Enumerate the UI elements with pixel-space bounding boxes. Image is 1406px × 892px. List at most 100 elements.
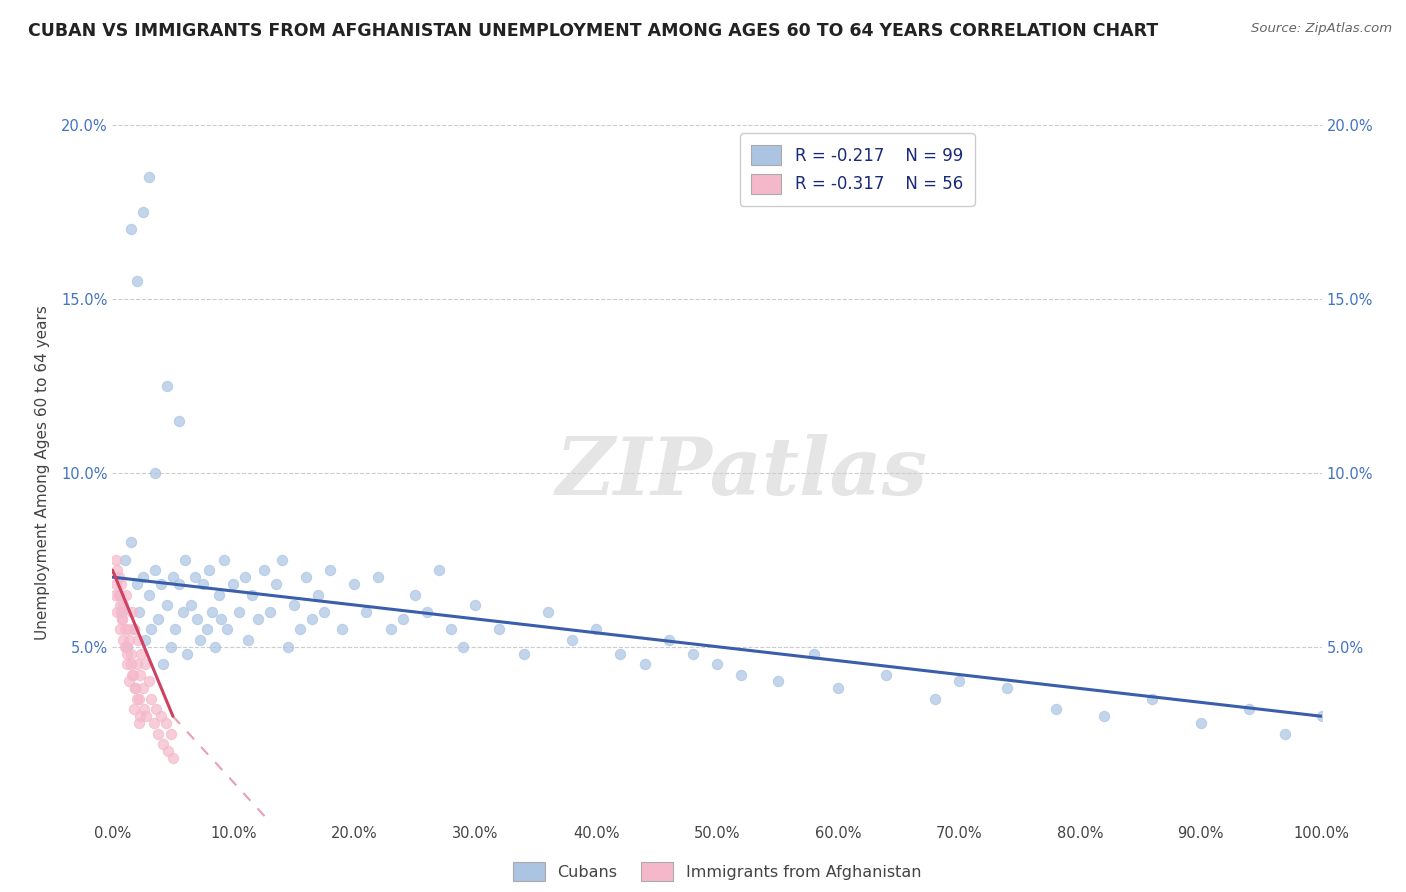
- Point: [208, 587, 231, 601]
- Point: [128, 716, 150, 731]
- Text: Source: ZipAtlas.com: Source: ZipAtlas.com: [1251, 22, 1392, 36]
- Point: [343, 577, 366, 591]
- Point: [427, 563, 450, 577]
- Point: [148, 612, 170, 626]
- Point: [159, 640, 181, 654]
- Point: [132, 702, 155, 716]
- Point: [115, 657, 138, 671]
- Legend: Cubans, Immigrants from Afghanistan: Cubans, Immigrants from Afghanistan: [505, 854, 929, 889]
- Point: [143, 466, 166, 480]
- Point: [561, 632, 583, 647]
- Point: [246, 612, 269, 626]
- Point: [330, 623, 353, 637]
- Point: [122, 623, 145, 637]
- Point: [301, 612, 323, 626]
- Point: [134, 657, 156, 671]
- Point: [183, 570, 205, 584]
- Point: [162, 570, 184, 584]
- Point: [228, 605, 250, 619]
- Point: [236, 632, 259, 647]
- Point: [112, 632, 135, 647]
- Point: [111, 612, 134, 626]
- Point: [180, 598, 202, 612]
- Point: [105, 563, 128, 577]
- Point: [149, 709, 172, 723]
- Text: ZIPatlas: ZIPatlas: [555, 434, 928, 511]
- Point: [270, 552, 292, 567]
- Y-axis label: Unemployment Among Ages 60 to 64 years: Unemployment Among Ages 60 to 64 years: [35, 305, 49, 640]
- Point: [253, 563, 276, 577]
- Point: [115, 640, 138, 654]
- Point: [141, 623, 163, 637]
- Point: [948, 674, 970, 689]
- Point: [111, 605, 134, 619]
- Point: [416, 605, 439, 619]
- Point: [186, 612, 208, 626]
- Point: [125, 274, 148, 288]
- Point: [110, 577, 132, 591]
- Point: [138, 674, 160, 689]
- Point: [356, 605, 378, 619]
- Point: [209, 612, 232, 626]
- Point: [129, 667, 152, 681]
- Point: [159, 726, 181, 740]
- Point: [924, 692, 946, 706]
- Point: [134, 632, 156, 647]
- Point: [120, 222, 142, 236]
- Point: [391, 612, 413, 626]
- Point: [488, 623, 510, 637]
- Point: [235, 570, 257, 584]
- Point: [367, 570, 389, 584]
- Point: [1142, 692, 1164, 706]
- Point: [110, 605, 132, 619]
- Point: [114, 552, 136, 567]
- Point: [1189, 716, 1212, 731]
- Point: [138, 169, 160, 185]
- Point: [138, 587, 160, 601]
- Point: [195, 623, 218, 637]
- Point: [142, 716, 165, 731]
- Point: [609, 647, 631, 661]
- Point: [105, 605, 128, 619]
- Point: [115, 647, 138, 661]
- Point: [288, 623, 311, 637]
- Point: [766, 674, 789, 689]
- Point: [1310, 709, 1333, 723]
- Point: [145, 702, 167, 716]
- Point: [120, 535, 142, 549]
- Point: [157, 744, 180, 758]
- Point: [148, 726, 170, 740]
- Point: [730, 667, 752, 681]
- Point: [451, 640, 474, 654]
- Point: [107, 570, 129, 584]
- Point: [537, 605, 560, 619]
- Point: [212, 552, 235, 567]
- Point: [156, 598, 179, 612]
- Point: [105, 552, 128, 567]
- Point: [155, 716, 177, 731]
- Point: [803, 647, 825, 661]
- Point: [307, 587, 329, 601]
- Point: [132, 570, 155, 584]
- Point: [124, 681, 146, 696]
- Point: [706, 657, 728, 671]
- Point: [995, 681, 1018, 696]
- Point: [125, 657, 148, 671]
- Point: [1092, 709, 1115, 723]
- Point: [114, 623, 136, 637]
- Point: [198, 563, 221, 577]
- Point: [1237, 702, 1260, 716]
- Point: [107, 587, 129, 601]
- Point: [132, 681, 155, 696]
- Point: [152, 657, 174, 671]
- Point: [633, 657, 655, 671]
- Point: [152, 737, 174, 751]
- Point: [156, 378, 179, 392]
- Point: [121, 605, 143, 619]
- Point: [222, 577, 245, 591]
- Point: [118, 632, 141, 647]
- Point: [117, 623, 139, 637]
- Point: [176, 647, 198, 661]
- Point: [121, 667, 143, 681]
- Point: [167, 414, 190, 428]
